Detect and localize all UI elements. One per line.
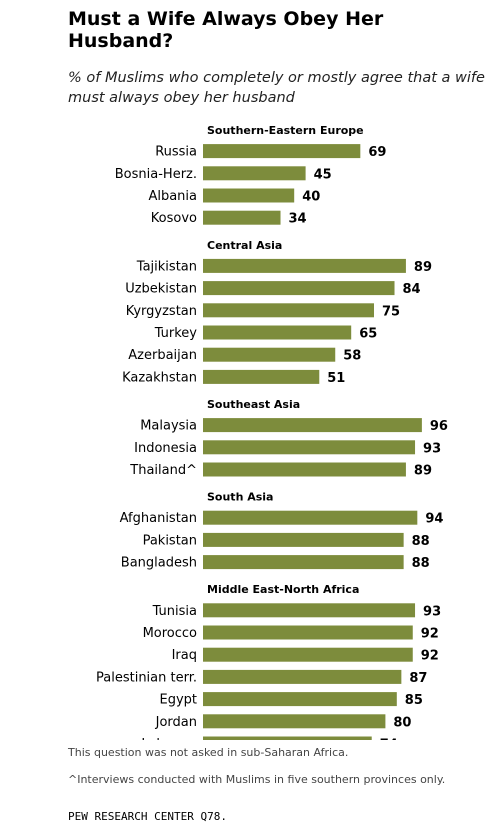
category-label: Iraq	[172, 648, 197, 663]
value-label: 88	[412, 556, 430, 571]
value-label: 58	[343, 349, 361, 364]
group-label: Middle East-North Africa	[207, 583, 359, 596]
bar	[203, 532, 404, 547]
value-label: 34	[289, 212, 307, 227]
category-label: Kazakhstan	[122, 370, 197, 385]
category-label: Indonesia	[134, 441, 197, 456]
category-label: Pakistan	[143, 533, 197, 548]
category-label: Bosnia-Herz.	[115, 167, 197, 182]
category-label: Russia	[155, 145, 197, 160]
bar	[203, 325, 352, 340]
category-label: Malaysia	[140, 419, 197, 434]
value-label: 65	[359, 327, 377, 342]
value-label: 74	[380, 738, 398, 741]
bar	[203, 303, 374, 318]
bar	[203, 736, 372, 740]
bar	[203, 647, 413, 662]
category-label: Jordan	[155, 715, 197, 730]
bar	[203, 166, 306, 181]
value-label: 51	[327, 371, 345, 386]
bar	[203, 210, 281, 225]
value-label: 88	[412, 534, 430, 549]
bar	[203, 462, 406, 477]
bar	[203, 347, 336, 362]
category-label: Lebanon	[141, 737, 197, 740]
bar-chart: Southern-Eastern Europe Russia 69 Bosnia-He…	[96, 124, 448, 741]
source-line: PEW RESEARCH CENTER Q78.	[68, 810, 227, 823]
value-label: 93	[423, 441, 441, 456]
bar	[203, 669, 402, 684]
value-label: 69	[368, 145, 386, 160]
bar	[203, 281, 395, 296]
bar	[203, 144, 361, 159]
group-label: Southeast Asia	[207, 398, 300, 411]
category-label: Afghanistan	[120, 511, 197, 526]
note-thailand: ^Interviews conducted with Muslims in fi…	[68, 773, 446, 786]
category-label: Thailand^	[129, 463, 197, 478]
bar	[203, 418, 422, 433]
category-label: Bangladesh	[121, 556, 197, 571]
category-label: Tunisia	[152, 604, 197, 619]
note-not-asked: This question was not asked in sub-Sahar…	[68, 746, 349, 759]
value-label: 40	[302, 190, 320, 205]
value-label: 89	[414, 464, 432, 479]
bar	[203, 188, 295, 203]
bar	[203, 369, 320, 384]
bar	[203, 625, 413, 640]
category-label: Turkey	[154, 326, 198, 341]
value-label: 85	[405, 693, 423, 708]
category-label: Kyrgyzstan	[126, 304, 197, 319]
value-label: 93	[423, 604, 441, 619]
value-label: 45	[314, 167, 332, 182]
bar	[203, 258, 406, 273]
value-label: 84	[403, 282, 421, 297]
bar	[203, 603, 416, 618]
category-label: Kosovo	[151, 211, 197, 226]
value-label: 94	[425, 512, 443, 527]
chart-title: Must a Wife Always Obey Her Husband?	[68, 8, 384, 52]
value-label: 80	[393, 715, 411, 730]
category-label: Albania	[148, 189, 197, 204]
bar	[203, 510, 418, 525]
value-label: 87	[409, 671, 427, 686]
bar	[203, 555, 404, 570]
group-label: Southern-Eastern Europe	[207, 124, 364, 137]
category-label: Tajikistan	[136, 259, 197, 274]
bar	[203, 714, 386, 729]
bar	[203, 692, 397, 707]
value-label: 92	[421, 627, 439, 642]
category-label: Palestinian terr.	[96, 670, 197, 685]
value-label: 92	[421, 649, 439, 664]
chart-subtitle: % of Muslims who completely or mostly ag…	[68, 70, 485, 106]
value-label: 89	[414, 260, 432, 275]
group-label: Central Asia	[207, 239, 282, 252]
category-label: Egypt	[159, 693, 197, 708]
group-label: South Asia	[207, 491, 273, 504]
value-label: 75	[382, 304, 400, 319]
category-label: Azerbaijan	[128, 348, 197, 363]
bar	[203, 440, 416, 455]
category-label: Uzbekistan	[125, 282, 197, 297]
category-label: Morocco	[143, 626, 197, 641]
value-label: 96	[430, 419, 448, 434]
